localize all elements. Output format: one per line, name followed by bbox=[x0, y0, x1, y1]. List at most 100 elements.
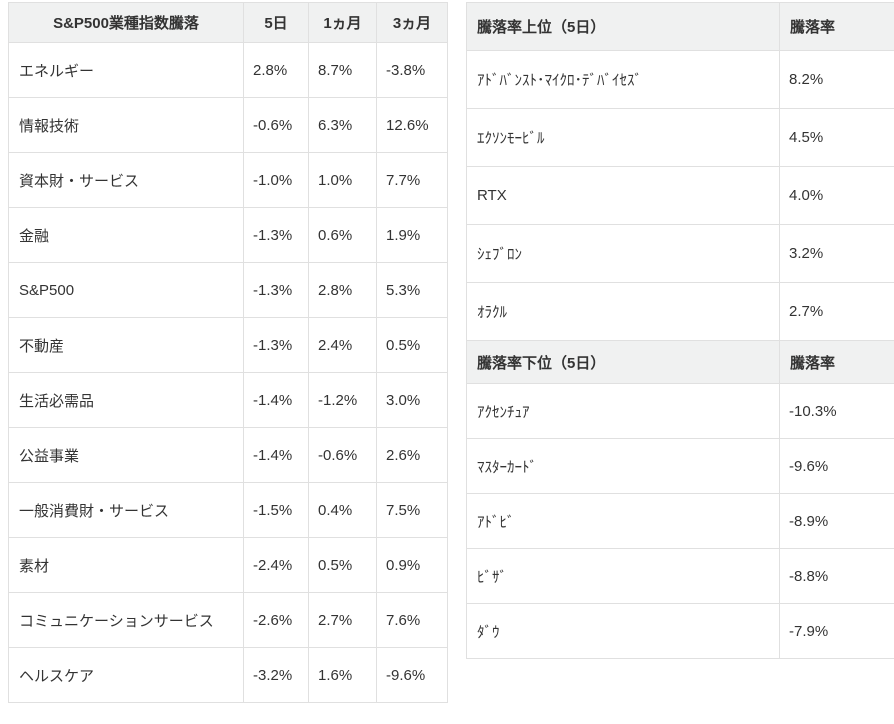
movers-column: 騰落率上位（5日） 騰落率 ｱﾄﾞﾊﾞﾝｽﾄ･ﾏｲｸﾛ･ﾃﾞﾊﾞｲｾｽﾞ 8.2%… bbox=[466, 2, 894, 659]
table-row: ｱｸｾﾝﾁｭｱ -10.3% bbox=[466, 383, 894, 439]
value-cell: 8.2% bbox=[779, 50, 894, 109]
value-cell: -1.3% bbox=[243, 317, 309, 373]
row-label-cell: ｱﾄﾞﾋﾞ bbox=[466, 493, 780, 549]
row-label-cell: エネルギー bbox=[8, 42, 244, 98]
value-cell: 7.5% bbox=[376, 482, 448, 538]
column-header-3month: 3ヵ月 bbox=[376, 2, 448, 43]
column-header-5day: 5日 bbox=[243, 2, 309, 43]
table-row: ｵﾗｸﾙ 2.7% bbox=[466, 282, 894, 341]
value-cell: -3.2% bbox=[243, 647, 309, 703]
value-cell: 12.6% bbox=[376, 97, 448, 153]
row-label-cell: ｱｸｾﾝﾁｭｱ bbox=[466, 383, 780, 439]
value-cell: 2.7% bbox=[308, 592, 377, 648]
row-label-cell: ﾀﾞｳ bbox=[466, 603, 780, 659]
row-label-cell: 一般消費財・サービス bbox=[8, 482, 244, 538]
value-cell: 3.2% bbox=[779, 224, 894, 283]
losers-table-header: 騰落率下位（5日） 騰落率 bbox=[466, 340, 894, 384]
row-label-cell: ｴｸｿﾝﾓｰﾋﾞﾙ bbox=[466, 108, 780, 167]
table-row: ﾋﾞｻﾞ -8.8% bbox=[466, 548, 894, 604]
value-cell: 0.4% bbox=[308, 482, 377, 538]
row-label-cell: 金融 bbox=[8, 207, 244, 263]
value-cell: -7.9% bbox=[779, 603, 894, 659]
value-cell: 4.0% bbox=[779, 166, 894, 225]
value-cell: -2.6% bbox=[243, 592, 309, 648]
value-cell: -0.6% bbox=[243, 97, 309, 153]
value-cell: -3.8% bbox=[376, 42, 448, 98]
row-label-cell: 公益事業 bbox=[8, 427, 244, 483]
table-row: ｱﾄﾞﾊﾞﾝｽﾄ･ﾏｲｸﾛ･ﾃﾞﾊﾞｲｾｽﾞ 8.2% bbox=[466, 50, 894, 109]
row-label-cell: コミュニケーションサービス bbox=[8, 592, 244, 648]
gainers-header-row: 騰落率上位（5日） 騰落率 bbox=[466, 2, 894, 51]
table-row: ｱﾄﾞﾋﾞ -8.9% bbox=[466, 493, 894, 549]
value-cell: 1.6% bbox=[308, 647, 377, 703]
table-row: ﾏｽﾀｰｶｰﾄﾞ -9.6% bbox=[466, 438, 894, 494]
table-row: RTX 4.0% bbox=[466, 166, 894, 225]
value-cell: -1.5% bbox=[243, 482, 309, 538]
value-cell: -10.3% bbox=[779, 383, 894, 439]
value-cell: 2.8% bbox=[308, 262, 377, 318]
value-cell: -1.4% bbox=[243, 427, 309, 483]
row-label-cell: S&P500 bbox=[8, 262, 244, 318]
sector-table-title: S&P500業種指数騰落 bbox=[8, 2, 244, 43]
sector-table-body: エネルギー 2.8% 8.7% -3.8% 情報技術 -0.6% 6.3% 12.6% 資本財・… bbox=[8, 42, 448, 703]
table-row: 金融 -1.3% 0.6% 1.9% bbox=[8, 207, 448, 263]
row-label-cell: 情報技術 bbox=[8, 97, 244, 153]
table-row: 不動産 -1.3% 2.4% 0.5% bbox=[8, 317, 448, 373]
value-cell: -9.6% bbox=[376, 647, 448, 703]
row-label-cell: 生活必需品 bbox=[8, 372, 244, 428]
value-cell: 6.3% bbox=[308, 97, 377, 153]
value-cell: 0.5% bbox=[308, 537, 377, 593]
value-cell: 2.4% bbox=[308, 317, 377, 373]
table-row: ヘルスケア -3.2% 1.6% -9.6% bbox=[8, 647, 448, 703]
row-label-cell: RTX bbox=[466, 166, 780, 225]
gainers-value-header: 騰落率 bbox=[779, 2, 894, 51]
value-cell: -8.8% bbox=[779, 548, 894, 604]
value-cell: 7.6% bbox=[376, 592, 448, 648]
gainers-table-body: ｱﾄﾞﾊﾞﾝｽﾄ･ﾏｲｸﾛ･ﾃﾞﾊﾞｲｾｽﾞ 8.2% ｴｸｿﾝﾓｰﾋﾞﾙ 4.5% R… bbox=[466, 50, 894, 341]
table-row: ﾀﾞｳ -7.9% bbox=[466, 603, 894, 659]
value-cell: 2.8% bbox=[243, 42, 309, 98]
value-cell: 8.7% bbox=[308, 42, 377, 98]
value-cell: 0.6% bbox=[308, 207, 377, 263]
value-cell: 1.0% bbox=[308, 152, 377, 208]
value-cell: -1.3% bbox=[243, 262, 309, 318]
table-row: 一般消費財・サービス -1.5% 0.4% 7.5% bbox=[8, 482, 448, 538]
value-cell: -8.9% bbox=[779, 493, 894, 549]
value-cell: -2.4% bbox=[243, 537, 309, 593]
table-row: 生活必需品 -1.4% -1.2% 3.0% bbox=[8, 372, 448, 428]
row-label-cell: ｵﾗｸﾙ bbox=[466, 282, 780, 341]
value-cell: 2.7% bbox=[779, 282, 894, 341]
top-losers-table: 騰落率下位（5日） 騰落率 ｱｸｾﾝﾁｭｱ -10.3% ﾏｽﾀｰｶｰﾄﾞ -9.6%… bbox=[466, 340, 894, 659]
market-performance-panel: S&P500業種指数騰落 5日 1ヵ月 3ヵ月 エネルギー 2.8% 8.7% -3.… bbox=[8, 2, 894, 703]
losers-header-row: 騰落率下位（5日） 騰落率 bbox=[466, 340, 894, 384]
row-label-cell: 不動産 bbox=[8, 317, 244, 373]
value-cell: 4.5% bbox=[779, 108, 894, 167]
value-cell: 3.0% bbox=[376, 372, 448, 428]
value-cell: 1.9% bbox=[376, 207, 448, 263]
sector-table-header: S&P500業種指数騰落 5日 1ヵ月 3ヵ月 bbox=[8, 2, 448, 43]
row-label-cell: 資本財・サービス bbox=[8, 152, 244, 208]
table-row: エネルギー 2.8% 8.7% -3.8% bbox=[8, 42, 448, 98]
sector-index-table: S&P500業種指数騰落 5日 1ヵ月 3ヵ月 エネルギー 2.8% 8.7% -3.… bbox=[8, 2, 448, 703]
row-label-cell: ﾋﾞｻﾞ bbox=[466, 548, 780, 604]
row-label-cell: ｼｪﾌﾞﾛﾝ bbox=[466, 224, 780, 283]
table-row: 素材 -2.4% 0.5% 0.9% bbox=[8, 537, 448, 593]
value-cell: 2.6% bbox=[376, 427, 448, 483]
value-cell: -1.2% bbox=[308, 372, 377, 428]
losers-table-body: ｱｸｾﾝﾁｭｱ -10.3% ﾏｽﾀｰｶｰﾄﾞ -9.6% ｱﾄﾞﾋﾞ -8.9% ﾋﾞｻﾞ… bbox=[466, 383, 894, 659]
row-label-cell: ﾏｽﾀｰｶｰﾄﾞ bbox=[466, 438, 780, 494]
table-row: ｴｸｿﾝﾓｰﾋﾞﾙ 4.5% bbox=[466, 108, 894, 167]
row-label-cell: 素材 bbox=[8, 537, 244, 593]
value-cell: 0.5% bbox=[376, 317, 448, 373]
gainers-table-title: 騰落率上位（5日） bbox=[466, 2, 780, 51]
value-cell: 5.3% bbox=[376, 262, 448, 318]
top-gainers-table: 騰落率上位（5日） 騰落率 ｱﾄﾞﾊﾞﾝｽﾄ･ﾏｲｸﾛ･ﾃﾞﾊﾞｲｾｽﾞ 8.2%… bbox=[466, 2, 894, 341]
losers-table-title: 騰落率下位（5日） bbox=[466, 340, 780, 384]
gainers-table-header: 騰落率上位（5日） 騰落率 bbox=[466, 2, 894, 51]
value-cell: -1.4% bbox=[243, 372, 309, 428]
table-row: 情報技術 -0.6% 6.3% 12.6% bbox=[8, 97, 448, 153]
table-row: S&P500 -1.3% 2.8% 5.3% bbox=[8, 262, 448, 318]
value-cell: 7.7% bbox=[376, 152, 448, 208]
table-row: 公益事業 -1.4% -0.6% 2.6% bbox=[8, 427, 448, 483]
value-cell: 0.9% bbox=[376, 537, 448, 593]
